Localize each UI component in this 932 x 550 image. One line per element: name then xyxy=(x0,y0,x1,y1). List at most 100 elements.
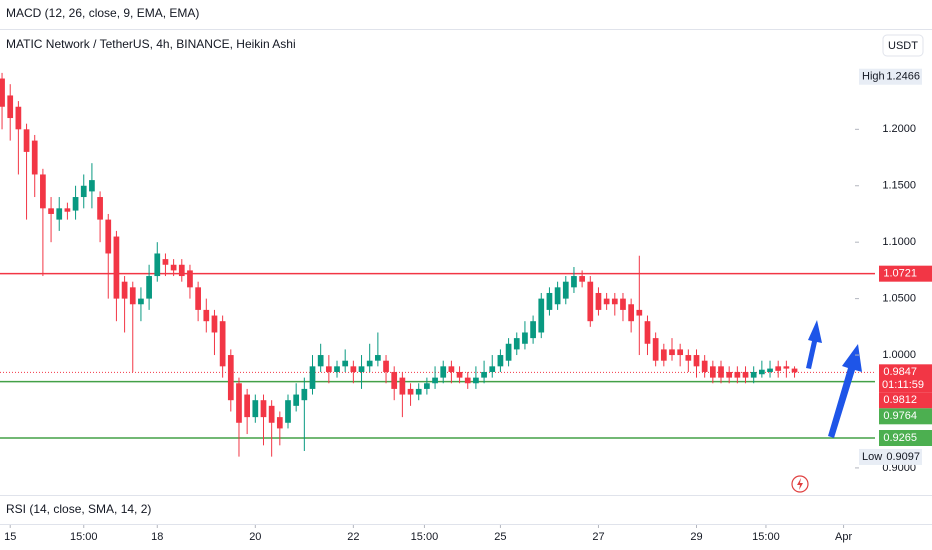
candle-body xyxy=(0,78,5,107)
candle-body xyxy=(64,208,71,212)
candle-body xyxy=(497,355,504,367)
candle-body xyxy=(734,371,741,378)
candle-body xyxy=(783,366,790,369)
chart-title: MATIC Network / TetherUS, 4h, BINANCE, H… xyxy=(6,37,296,51)
price-label-box xyxy=(879,392,932,409)
currency: USDT xyxy=(888,40,918,52)
x-tick-label: 15:00 xyxy=(411,531,439,543)
price-label: 1.0721 xyxy=(883,268,917,280)
candle-body xyxy=(562,281,569,299)
candle-body xyxy=(399,377,406,395)
candle-body xyxy=(293,394,300,406)
y-tick-label: 1.0500 xyxy=(882,293,916,305)
low-label: Low xyxy=(862,451,882,463)
low-value: 0.9097 xyxy=(886,451,920,463)
candle-body xyxy=(350,366,357,372)
candle-body xyxy=(236,383,242,423)
rsi-label: RSI (14, close, SMA, 14, 2) xyxy=(6,502,151,516)
plot xyxy=(0,72,875,457)
x-tick-label: 22 xyxy=(347,531,359,543)
candle-body xyxy=(276,417,283,429)
candle-body xyxy=(89,180,95,192)
candle-body xyxy=(571,276,577,288)
candle-body xyxy=(80,185,87,198)
price-label-box xyxy=(879,265,932,282)
low-label-box xyxy=(859,448,922,465)
candle-body xyxy=(146,276,152,299)
candle-body xyxy=(481,371,487,378)
candle-body xyxy=(513,338,520,350)
arrow xyxy=(828,344,862,438)
price-label-box xyxy=(879,408,932,425)
candle-body xyxy=(203,309,210,322)
high-label-box xyxy=(859,68,922,85)
x-tick-label: 15 xyxy=(4,531,16,543)
candle-body xyxy=(456,371,463,378)
candle-body xyxy=(105,219,112,254)
countdown: 01:11:59 xyxy=(882,379,924,391)
candle-body xyxy=(464,377,471,384)
candle-body xyxy=(750,371,757,378)
candle-body xyxy=(546,292,553,310)
candle-body xyxy=(685,355,692,361)
y-tick-label: 1.2000 xyxy=(882,123,916,135)
candle-body xyxy=(268,405,275,423)
candle-body xyxy=(7,95,14,119)
candle-body xyxy=(138,298,144,305)
x-tick-label: 15:00 xyxy=(70,531,98,543)
candle-body xyxy=(652,338,659,361)
candle-body xyxy=(187,270,193,288)
candle-body xyxy=(693,355,700,367)
candle-body xyxy=(285,400,291,423)
candle-body xyxy=(391,371,398,389)
x-tick-label: 29 xyxy=(690,531,702,543)
candle-body xyxy=(301,388,308,401)
candle-body xyxy=(342,360,349,367)
candle-body xyxy=(660,349,667,361)
candle-body xyxy=(677,349,684,356)
candle-body xyxy=(644,321,651,344)
candle-body xyxy=(424,383,430,389)
price-label: 0.9265 xyxy=(883,432,917,444)
x-tick-label: Apr xyxy=(835,531,852,543)
candle-body xyxy=(325,366,332,372)
y-tick-label: 1.1000 xyxy=(882,236,916,248)
candle-body xyxy=(170,264,177,271)
candle-body xyxy=(718,366,724,378)
candle-body xyxy=(669,349,675,356)
candle-body xyxy=(709,366,716,378)
candle-body xyxy=(620,298,626,310)
candle-body xyxy=(636,309,643,316)
candle-body xyxy=(252,400,259,418)
price-label-box xyxy=(879,430,932,447)
last-price-box xyxy=(879,364,932,393)
candle-body xyxy=(595,292,602,310)
candle-body xyxy=(219,321,226,367)
candle-body xyxy=(742,371,749,378)
candle-body xyxy=(23,129,30,152)
candle-body xyxy=(227,355,234,401)
candle-body xyxy=(366,360,373,367)
candle-body xyxy=(611,298,618,305)
candle-body xyxy=(72,197,79,211)
last-price: 0.9847 xyxy=(883,366,917,378)
candle-body xyxy=(154,253,161,277)
candle-body xyxy=(726,371,733,378)
currency-button[interactable] xyxy=(882,34,924,57)
y-tick-label: 1.1500 xyxy=(882,180,916,192)
candle-body xyxy=(440,366,447,378)
candle-body xyxy=(791,368,798,373)
x-tick-label: 15:00 xyxy=(752,531,780,543)
candle-body xyxy=(121,281,128,299)
candle-body xyxy=(701,360,708,372)
candle-body xyxy=(415,388,422,395)
candle-body xyxy=(56,208,63,220)
candle-body xyxy=(759,369,765,375)
candle-body xyxy=(31,140,38,175)
candle-body xyxy=(162,259,169,265)
candle-body xyxy=(309,366,316,389)
candle-body xyxy=(489,366,496,372)
price-label: 0.9812 xyxy=(883,394,917,406)
y-tick-label: 1.0000 xyxy=(882,349,916,361)
